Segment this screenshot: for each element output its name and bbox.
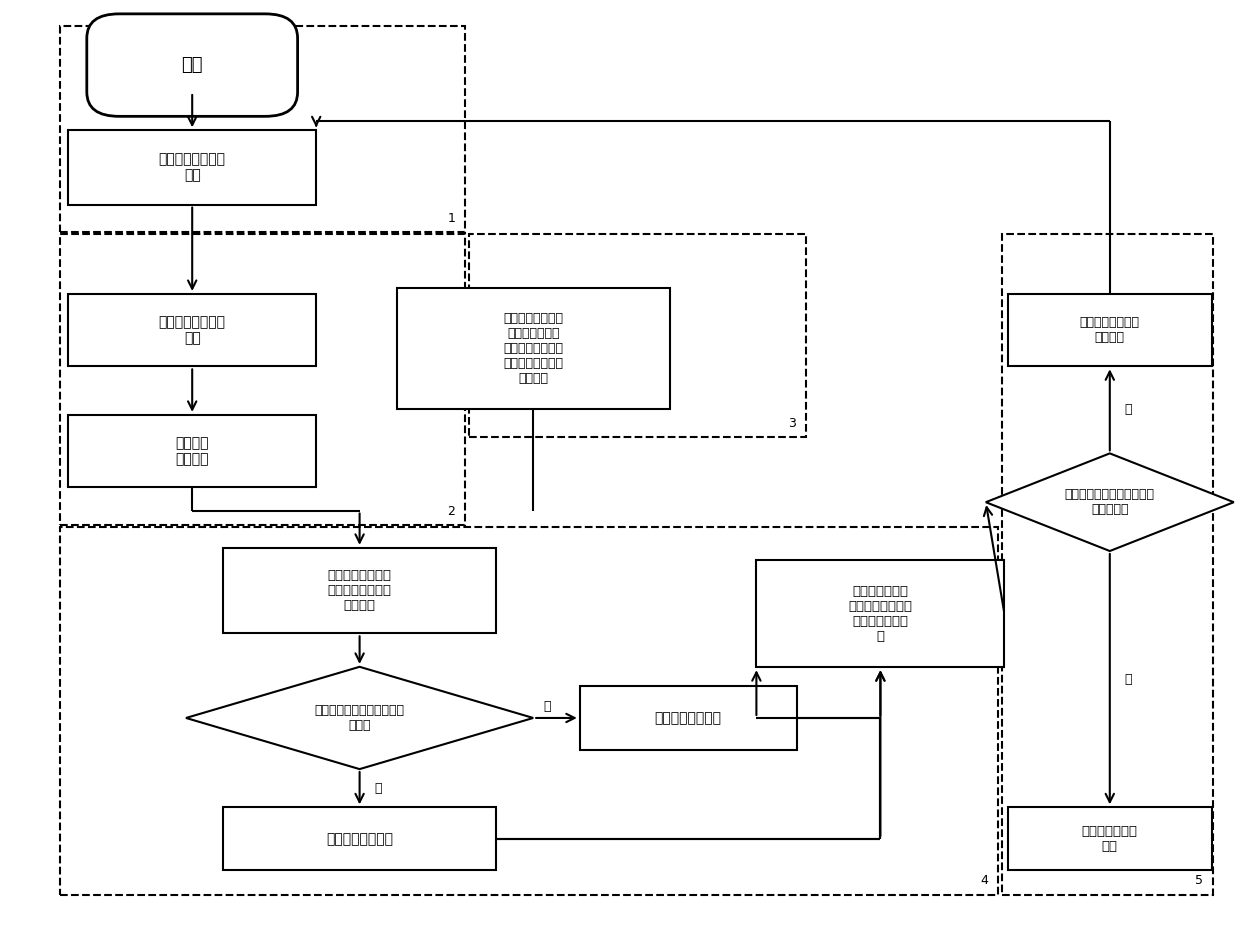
Polygon shape <box>986 453 1234 551</box>
FancyBboxPatch shape <box>756 560 1004 668</box>
Text: 畸变应变
流体流速: 畸变应变 流体流速 <box>175 436 210 466</box>
Text: 5: 5 <box>1195 874 1203 887</box>
Text: 2: 2 <box>448 505 455 518</box>
FancyBboxPatch shape <box>68 415 316 487</box>
Text: 求解相关细胞浓
度、生长因子浓度
和细胞外基质浓
度: 求解相关细胞浓 度、生长因子浓度 和细胞外基质浓 度 <box>848 585 913 643</box>
Polygon shape <box>186 667 533 769</box>
Text: 判断是否促进与力相关的生
理过程: 判断是否促进与力相关的生 理过程 <box>315 704 404 732</box>
Text: 结束并记录相关
数据: 结束并记录相关 数据 <box>1081 825 1138 853</box>
Text: 4: 4 <box>981 874 988 887</box>
Text: 促进相关生理过程: 促进相关生理过程 <box>326 831 393 846</box>
Text: 骨折区域分析模型
建立: 骨折区域分析模型 建立 <box>159 153 226 182</box>
FancyBboxPatch shape <box>397 288 670 409</box>
Text: 1: 1 <box>448 212 455 225</box>
FancyBboxPatch shape <box>223 548 496 633</box>
Text: 抑制相关生理过程: 抑制相关生理过程 <box>655 711 722 725</box>
Text: 更新骨折区域单元
材料属性: 更新骨折区域单元 材料属性 <box>1080 316 1140 344</box>
FancyBboxPatch shape <box>1007 294 1213 366</box>
Text: 3: 3 <box>789 417 796 430</box>
Text: 是: 是 <box>1125 672 1132 685</box>
FancyBboxPatch shape <box>580 686 797 750</box>
Text: 骨折区域生物学建
模（细胞浓度建
模、生长因子浓度
建模和细胞胞外基
质建模）: 骨折区域生物学建 模（细胞浓度建 模、生长因子浓度 建模和细胞胞外基 质建模） <box>503 312 563 385</box>
Text: 是: 是 <box>374 782 382 794</box>
FancyBboxPatch shape <box>68 130 316 205</box>
FancyBboxPatch shape <box>223 807 496 870</box>
Text: 骨折区域力学模型
建立: 骨折区域力学模型 建立 <box>159 315 226 345</box>
FancyBboxPatch shape <box>1007 807 1213 870</box>
Text: 否: 否 <box>543 700 551 713</box>
Text: 力学刺激与与力学
刺激相关生理过程
关系建立: 力学刺激与与力学 刺激相关生理过程 关系建立 <box>327 569 392 612</box>
Text: 否: 否 <box>1125 404 1132 417</box>
Text: 开始: 开始 <box>181 56 203 74</box>
FancyBboxPatch shape <box>87 14 298 116</box>
FancyBboxPatch shape <box>68 294 316 366</box>
Text: 判断当前材料属性是否等于
骨材料属性: 判断当前材料属性是否等于 骨材料属性 <box>1065 488 1154 516</box>
